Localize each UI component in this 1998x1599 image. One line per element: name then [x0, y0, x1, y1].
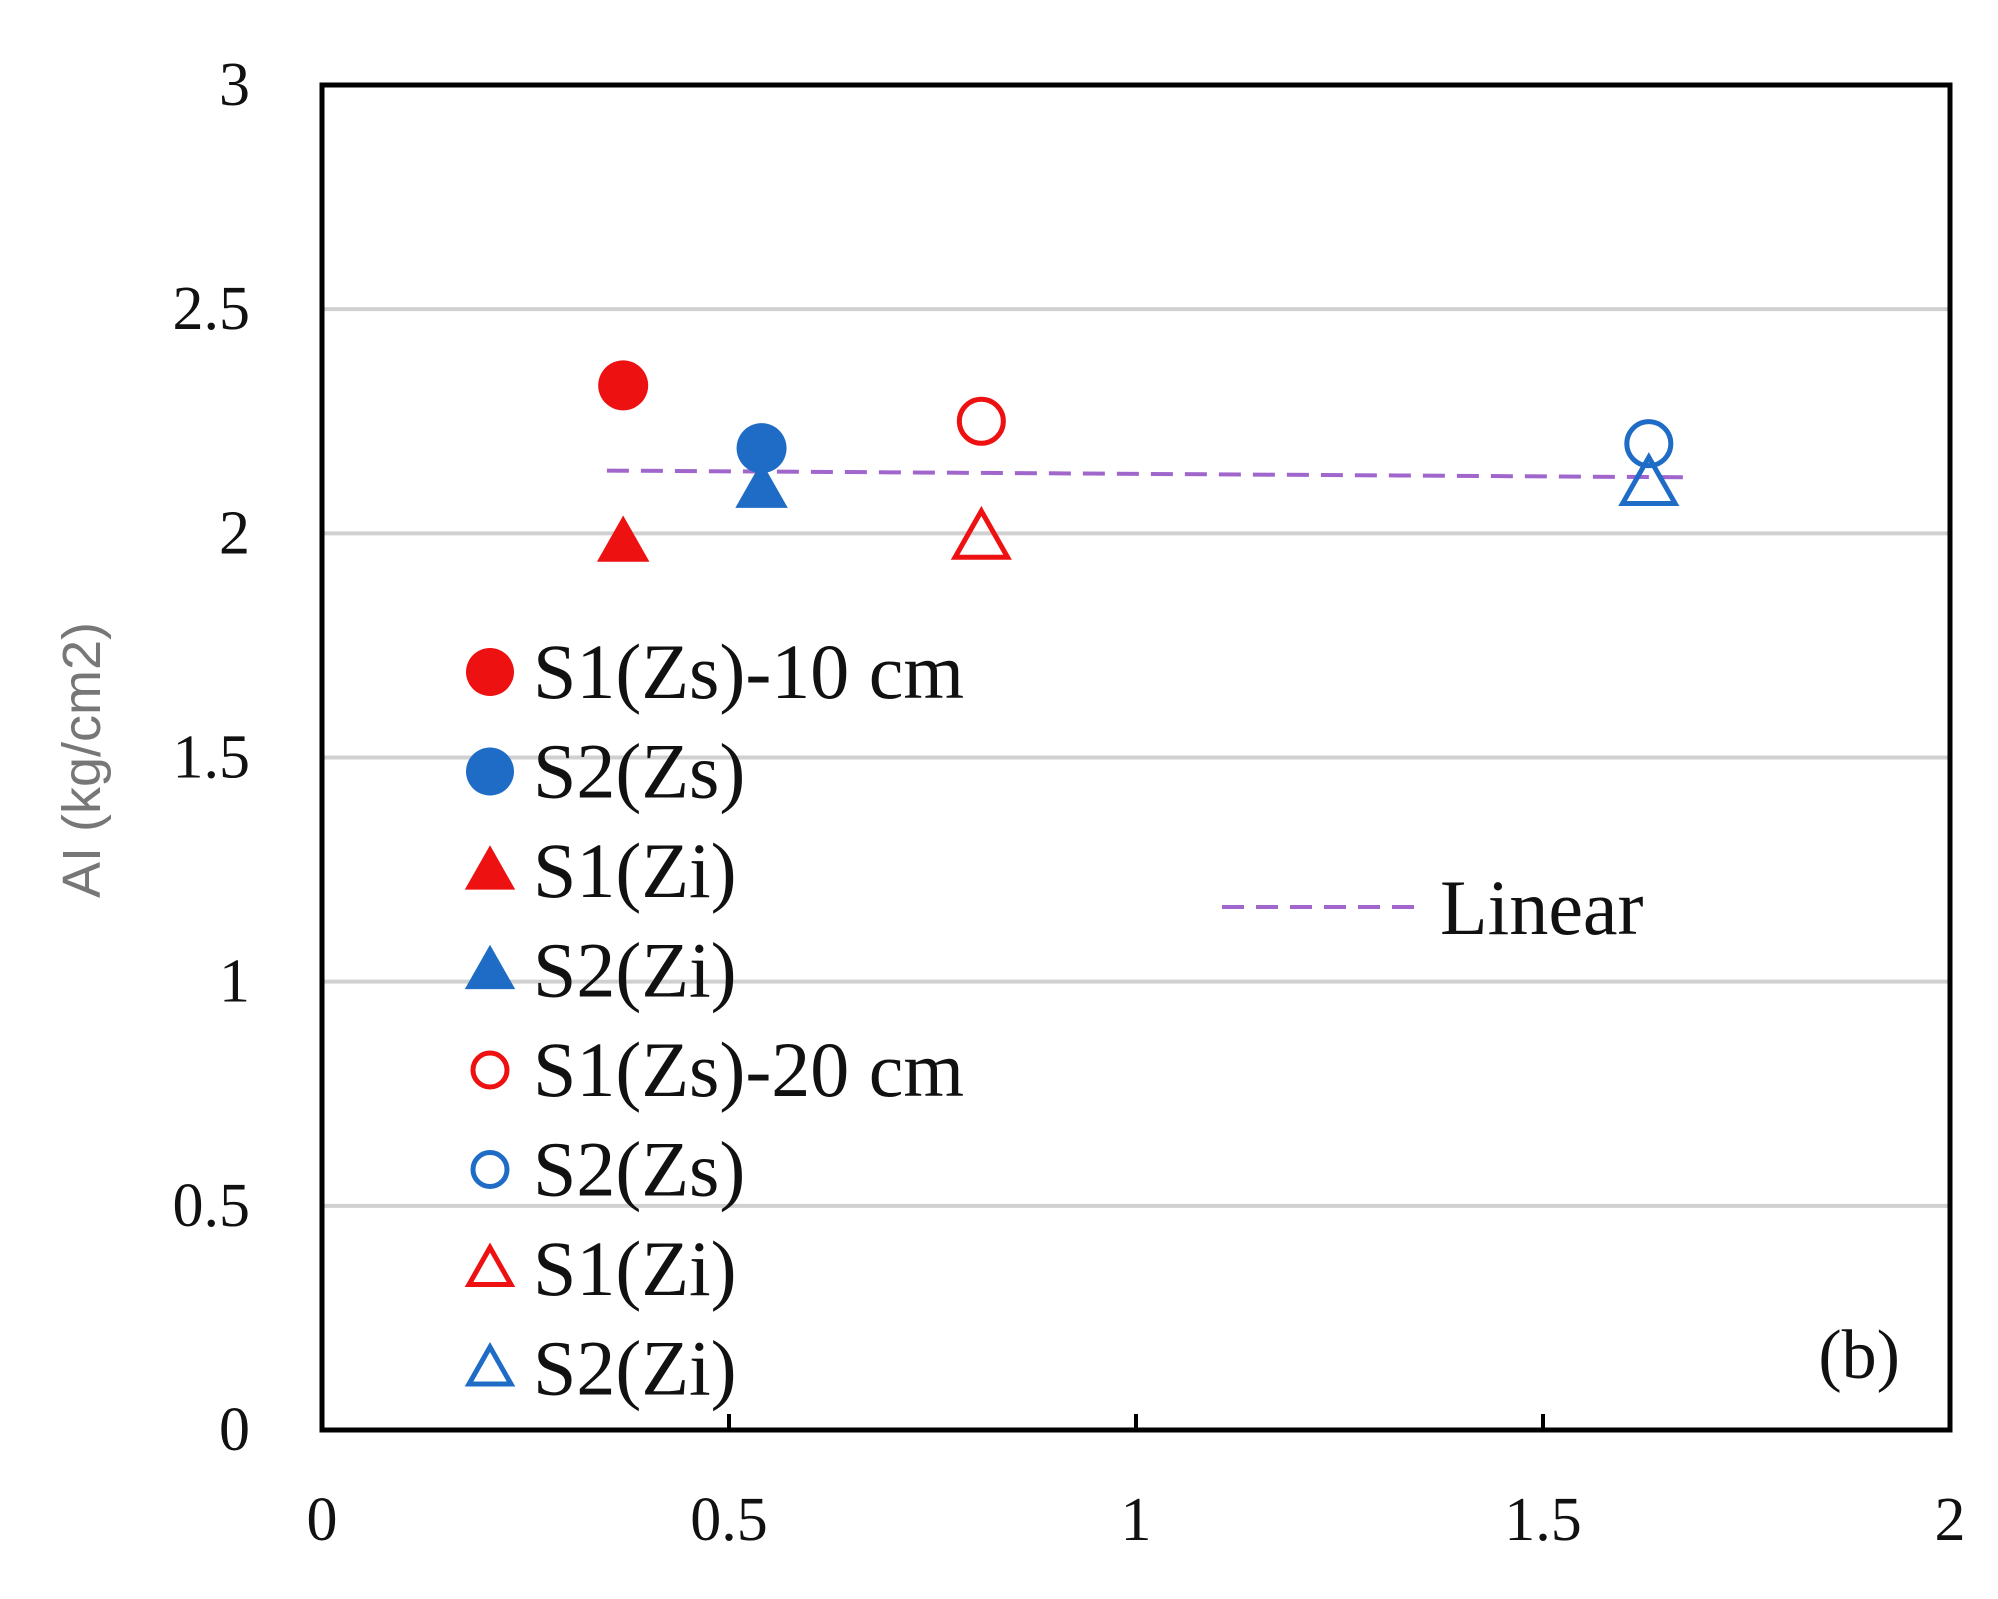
x-tick-label: 2 [1935, 1486, 1966, 1554]
legend-label: S2(Zi) [533, 927, 737, 1014]
legend-label: S2(Zs) [533, 728, 745, 815]
y-tick-label: 1.5 [173, 724, 251, 792]
data-point [950, 505, 1012, 560]
y-axis-label: AI (kg/cm2) [52, 622, 112, 898]
legend-marker [466, 648, 514, 696]
legend-marker [466, 747, 514, 796]
trendline-legend: Linear [1222, 864, 1644, 951]
legend-marker [464, 845, 516, 890]
y-tick-label: 2.5 [173, 275, 251, 343]
legend-marker [470, 1150, 510, 1189]
data-point [1624, 419, 1674, 469]
x-tick-label: 1 [1121, 1486, 1152, 1554]
legend: S1(Zs)-10 cm S2(Zs) S1(Zi) S2(Zi) S1(Zs)-20 … [464, 628, 964, 1412]
gridlines [322, 307, 1950, 1208]
legend-label: S2(Zi) [533, 1325, 737, 1412]
legend-marker [464, 1341, 516, 1387]
legend-marker [464, 944, 516, 990]
legend-marker [464, 1242, 516, 1288]
legend-marker [470, 1050, 510, 1090]
x-tick-label: 0 [307, 1486, 338, 1554]
data-point [1618, 452, 1680, 506]
panel-label: (b) [1818, 1317, 1900, 1394]
data-point [598, 360, 649, 411]
legend-label: S1(Zs)-20 cm [533, 1026, 964, 1113]
y-tick-label: 3 [219, 51, 250, 119]
y-tick-label: 0.5 [173, 1172, 251, 1240]
legend-trendline-label: Linear [1440, 864, 1644, 951]
data-point [956, 396, 1006, 446]
data-point [735, 461, 788, 508]
legend-label: S2(Zs) [533, 1126, 745, 1213]
legend-label: S1(Zi) [533, 827, 737, 914]
x-tick-labels: 0 0.5 1 1.5 2 [307, 1414, 1966, 1554]
y-tick-label: 0 [219, 1396, 250, 1464]
data-points [596, 360, 1680, 562]
trendline-layer [606, 468, 1690, 480]
x-tick-label: 0.5 [690, 1486, 768, 1554]
y-tick-label: 1 [219, 948, 250, 1016]
legend-label: S1(Zs)-10 cm [533, 628, 964, 715]
trendline-linear [606, 468, 1690, 480]
legend-label: S1(Zi) [533, 1225, 737, 1312]
y-tick-label: 2 [219, 499, 250, 567]
x-tick-label: 1.5 [1504, 1486, 1582, 1554]
y-tick-labels: 0 0.5 1 1.5 2 2.5 3 [173, 51, 251, 1464]
data-point [736, 423, 787, 474]
data-point [596, 515, 650, 562]
